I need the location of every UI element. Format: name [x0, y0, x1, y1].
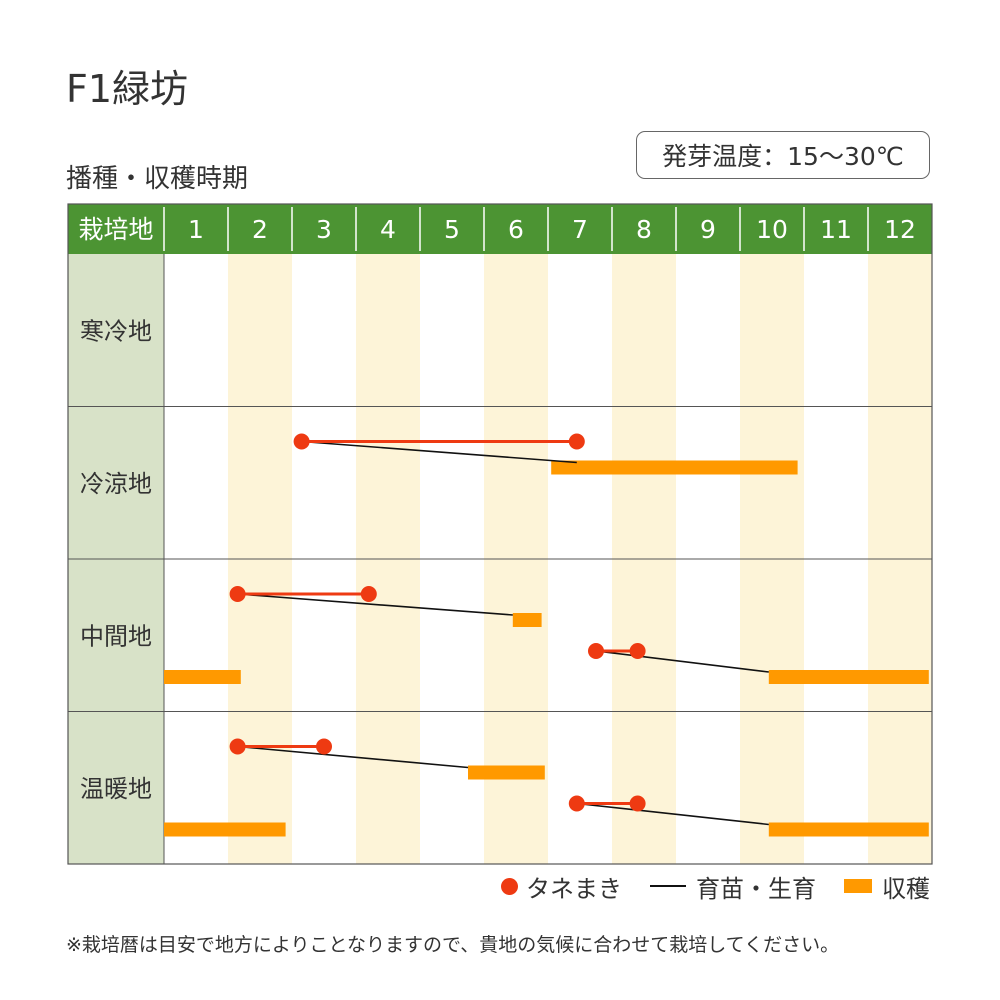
month-label-8: 8: [636, 215, 652, 244]
header-region-label: 栽培地: [78, 215, 153, 244]
month-label-2: 2: [252, 215, 268, 244]
month-label-3: 3: [316, 215, 332, 244]
sowing-end-point: [360, 586, 377, 602]
month-label-4: 4: [380, 215, 396, 244]
legend-label-growing: 育苗・生育: [696, 874, 816, 903]
month-label-9: 9: [700, 215, 716, 244]
month-label-1: 1: [188, 215, 204, 244]
growing-line: [595, 650, 769, 673]
harvest-bar: [468, 765, 545, 780]
sowing-end-point: [629, 795, 646, 812]
region-label: 温暖地: [80, 775, 152, 803]
legend-item-harvest: 収穫: [844, 869, 930, 904]
region-label: 寒冷地: [80, 317, 152, 345]
harvest-bar: [164, 670, 241, 684]
legend-label-sowing: タネまき: [526, 874, 622, 903]
month-label-12: 12: [884, 215, 916, 244]
sowing-end-point: [568, 433, 585, 450]
sowing-start-point: [229, 738, 246, 755]
harvest-bar: [768, 670, 929, 684]
chart-subtitle: 播種・収穫時期: [66, 164, 249, 194]
sowing-start-point: [229, 586, 246, 602]
growing-line: [301, 440, 577, 464]
harvest-bar: [164, 822, 286, 837]
germination-temperature-text: 発芽温度：15〜30℃: [662, 142, 904, 171]
legend-item-sowing: タネまき: [501, 869, 622, 904]
harvest-bar: [551, 460, 798, 475]
sowing-start-point: [293, 433, 310, 450]
legend-label-harvest: 収穫: [882, 874, 930, 903]
growing-line: [576, 802, 769, 826]
germination-temperature-badge: 発芽温度：15〜30℃: [636, 131, 930, 179]
growing-line: [237, 745, 469, 769]
growing-line: [237, 593, 513, 616]
month-label-10: 10: [756, 215, 788, 244]
sowing-end-point: [316, 738, 332, 755]
chart-legend: タネまき 育苗・生育 収穫: [501, 869, 930, 904]
sowing-start-point: [568, 795, 585, 812]
chart-border: [67, 203, 933, 865]
month-label-5: 5: [444, 215, 460, 244]
region-label: 冷涼地: [80, 470, 152, 498]
month-label-11: 11: [820, 215, 852, 244]
sowing-start-point: [588, 643, 604, 659]
sowing-end-point: [629, 643, 646, 659]
footnote: ※栽培暦は目安で地方によりことなりますので、貴地の気候に合わせて栽培してください…: [66, 934, 840, 956]
harvest-bar: [768, 822, 929, 837]
page-title: F1緑坊: [66, 67, 189, 111]
region-label: 中間地: [80, 622, 152, 650]
growing-line-icon: [650, 884, 686, 888]
legend-item-growing: 育苗・生育: [650, 869, 816, 904]
month-label-6: 6: [508, 215, 524, 244]
header-bar: [68, 204, 932, 254]
month-label-7: 7: [572, 215, 588, 244]
harvest-bar-icon: [844, 879, 872, 893]
sowing-dot-icon: [501, 877, 518, 895]
harvest-bar: [512, 613, 542, 627]
